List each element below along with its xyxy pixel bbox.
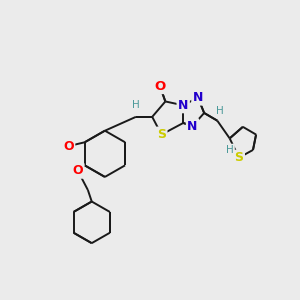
Text: S: S [157,128,166,141]
Text: O: O [154,80,166,92]
Text: H: H [132,100,140,110]
Text: O: O [73,164,83,177]
Text: N: N [178,99,188,112]
Text: S: S [235,151,244,164]
Text: H: H [226,145,234,155]
Text: O: O [63,140,74,153]
Text: H: H [216,106,224,116]
Text: N: N [187,120,198,133]
Text: N: N [193,91,203,104]
